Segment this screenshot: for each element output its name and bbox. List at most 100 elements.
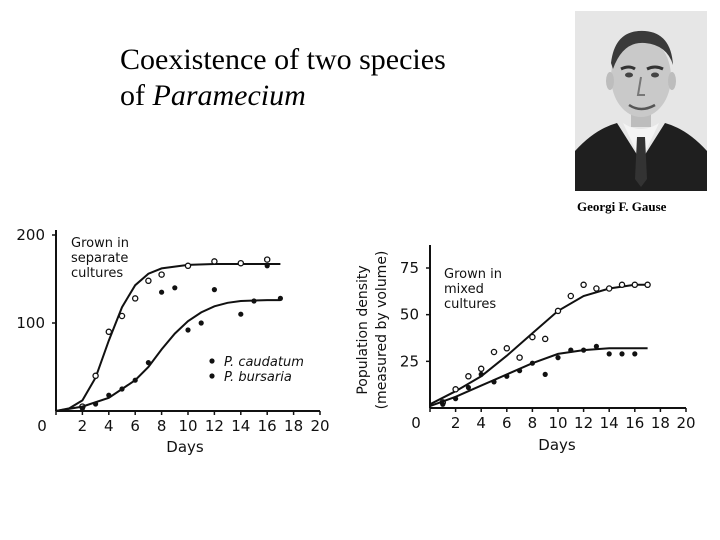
chart1-y-tick-label: 100 xyxy=(16,314,45,332)
chart1-annotation-line2: separate xyxy=(71,251,128,266)
chart1-x-tick-label: 12 xyxy=(205,417,224,435)
chart1-point-p-bursaria xyxy=(145,360,151,366)
chart2-point-p-bursaria xyxy=(504,373,510,379)
chart1-point-p-bursaria xyxy=(159,289,165,295)
chart1-point-p-bursaria xyxy=(79,405,85,411)
chart2-y-tick-label: 50 xyxy=(400,306,419,324)
chart2-point-p-caudatum xyxy=(516,354,523,361)
chart1-point-p-bursaria xyxy=(172,285,178,291)
chart1-x-tick-label: 16 xyxy=(258,417,277,435)
chart2-y-axis-label-line2: (measured by volume) xyxy=(374,251,390,410)
chart1-point-p-caudatum xyxy=(237,259,245,267)
chart2-point-p-caudatum xyxy=(644,281,651,289)
chart2-point-p-bursaria xyxy=(619,351,625,357)
chart1-legend-bursaria: P. bursaria xyxy=(224,370,292,385)
chart-separate-cultures: Grown in separate cultures P. caudatum P… xyxy=(16,226,329,456)
chart1-y-tick-label: 200 xyxy=(16,226,45,244)
chart2-point-p-bursaria xyxy=(542,371,548,377)
chart2-x-tick-label: 8 xyxy=(528,414,538,432)
chart2-point-p-bursaria xyxy=(440,401,446,407)
title-line-1: Coexistence of two species xyxy=(120,43,446,76)
chart2-x-tick-label: 0 xyxy=(411,414,421,432)
chart1-legend-caudatum: P. caudatum xyxy=(224,355,304,370)
photo-caption: Georgi F. Gause xyxy=(577,199,667,214)
chart1-x-tick-label: 0 xyxy=(37,417,47,435)
chart2-point-p-caudatum xyxy=(605,285,613,292)
chart2-point-p-caudatum xyxy=(580,281,587,289)
chart2-point-p-caudatum xyxy=(631,281,639,289)
chart2-point-p-caudatum xyxy=(452,386,459,393)
gause-portrait-photo xyxy=(575,11,707,191)
chart1-annotation-line3: cultures xyxy=(71,266,123,281)
chart2-x-tick-label: 2 xyxy=(451,414,461,432)
chart2-y-tick-label: 75 xyxy=(400,259,419,277)
chart1-point-p-bursaria xyxy=(93,401,99,407)
portrait-drawing xyxy=(575,11,707,191)
chart2-curve-p-bursaria xyxy=(429,347,648,408)
chart2-point-p-bursaria xyxy=(478,371,484,377)
chart1-x-tick-label: 14 xyxy=(231,417,250,435)
chart2-annotation-line3: cultures xyxy=(444,297,496,312)
chart1-x-tick-label: 20 xyxy=(310,417,329,435)
chart2-point-p-caudatum xyxy=(593,285,600,292)
chart1-point-p-caudatum xyxy=(92,372,99,380)
chart1-x-tick-label: 2 xyxy=(78,417,88,435)
chart1-legend-marker-bursaria xyxy=(209,373,215,379)
chart1-point-p-bursaria xyxy=(198,320,204,326)
chart-mixed-cultures: Grown in mixed cultures Days Population … xyxy=(355,245,696,454)
chart2-x-tick-label: 4 xyxy=(476,414,486,432)
chart1-point-p-caudatum xyxy=(145,277,152,285)
chart2-point-p-bursaria xyxy=(453,396,459,402)
chart1-point-p-bursaria xyxy=(264,263,270,269)
chart2-y-tick-label: 25 xyxy=(400,352,419,370)
title-line-2-prefix: of xyxy=(120,79,153,112)
chart2-point-p-caudatum xyxy=(529,333,536,341)
chart2-point-p-bursaria xyxy=(632,351,638,357)
chart2-point-p-bursaria xyxy=(529,360,536,366)
chart2-point-p-bursaria xyxy=(606,351,612,357)
chart2-point-p-caudatum xyxy=(477,365,485,373)
chart1-x-tick-label: 6 xyxy=(130,417,140,435)
chart1-x-tick-label: 4 xyxy=(104,417,114,435)
chart1-point-p-caudatum xyxy=(131,295,139,302)
chart2-annotation-line1: Grown in xyxy=(444,267,502,282)
slide-title: Coexistence of two species of Paramecium xyxy=(120,42,446,114)
chart2-annotation-line2: mixed xyxy=(444,282,484,297)
chart1-point-p-bursaria xyxy=(277,295,283,301)
chart1-curve-p-bursaria xyxy=(55,299,281,412)
title-line-2: of Paramecium xyxy=(120,78,446,114)
chart2-point-p-bursaria xyxy=(491,379,497,385)
chart2-point-p-caudatum xyxy=(490,348,498,356)
chart1-curve-p-caudatum xyxy=(55,263,281,412)
chart1-point-p-bursaria xyxy=(185,327,191,333)
chart1-x-tick-label: 18 xyxy=(284,417,303,435)
chart1-point-p-caudatum xyxy=(105,328,113,336)
chart2-point-p-bursaria xyxy=(568,347,574,353)
chart2-x-tick-label: 18 xyxy=(651,414,670,432)
chart2-x-tick-label: 14 xyxy=(600,414,619,432)
chart1-legend-marker-caudatum xyxy=(209,358,215,364)
chart1-point-p-bursaria xyxy=(211,287,217,293)
chart2-point-p-bursaria xyxy=(465,384,471,391)
chart1-point-p-bursaria xyxy=(106,392,112,398)
chart2-point-p-caudatum xyxy=(567,292,575,300)
chart1-point-p-caudatum xyxy=(184,262,192,270)
chart1-x-tick-label: 10 xyxy=(178,417,197,435)
chart1-point-p-bursaria xyxy=(132,377,138,383)
title-line-2-genus: Paramecium xyxy=(152,79,306,112)
chart2-point-p-bursaria xyxy=(581,347,587,353)
chart2-point-p-caudatum xyxy=(618,281,626,289)
chart1-point-p-caudatum xyxy=(118,312,126,320)
chart1-point-p-caudatum xyxy=(158,271,165,278)
chart2-x-tick-label: 10 xyxy=(548,414,567,432)
chart2-x-tick-label: 6 xyxy=(502,414,512,432)
chart2-point-p-caudatum xyxy=(465,373,472,380)
chart1-annotation-line1: Grown in xyxy=(71,236,129,251)
chart2-point-p-caudatum xyxy=(503,345,511,352)
chart2-x-tick-label: 16 xyxy=(625,414,644,432)
chart2-point-p-bursaria xyxy=(517,368,523,374)
chart2-point-p-caudatum xyxy=(554,307,562,315)
chart2-x-tick-label: 20 xyxy=(676,414,695,432)
chart2-y-axis-label-line1: Population density xyxy=(355,265,371,394)
